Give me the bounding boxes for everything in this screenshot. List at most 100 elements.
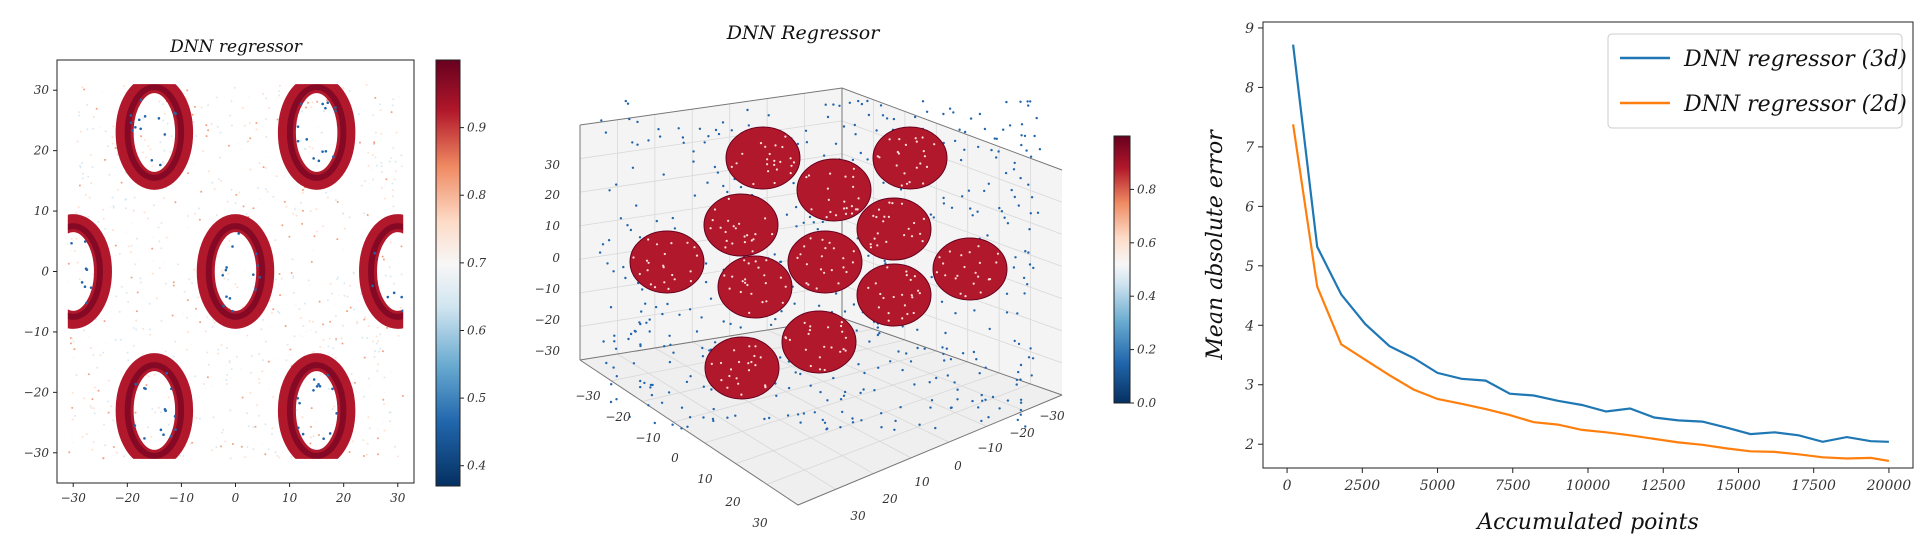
disk-speckle — [809, 325, 812, 328]
disk-speckle — [724, 230, 727, 234]
background-point — [127, 245, 130, 248]
background-point — [377, 363, 380, 366]
background-point — [375, 342, 378, 345]
scatter-point — [1023, 134, 1027, 138]
background-point — [117, 162, 120, 165]
scatter-point — [942, 202, 946, 205]
background-point — [244, 269, 247, 272]
background-point — [329, 320, 332, 323]
background-point — [258, 414, 260, 417]
disk-speckle — [915, 166, 918, 169]
scatter-point — [695, 330, 699, 333]
inner-point — [134, 382, 138, 386]
background-point — [333, 405, 336, 408]
scatter-point — [1024, 250, 1027, 253]
background-point — [112, 206, 115, 209]
background-point — [384, 274, 387, 277]
scatter-point — [842, 394, 846, 397]
colorbar-tick-label: 0.7 — [467, 256, 486, 270]
background-point — [154, 411, 156, 414]
background-point — [206, 351, 209, 354]
disk-speckle — [876, 232, 879, 235]
disk-speckle — [917, 289, 920, 292]
background-point — [292, 275, 295, 277]
background-point — [318, 434, 320, 436]
background-point — [93, 386, 96, 389]
disk-speckle — [720, 379, 723, 382]
scatter-point — [649, 386, 652, 389]
background-point — [265, 97, 268, 100]
x-tick-label: 20000 — [1866, 478, 1912, 494]
background-point — [391, 104, 394, 107]
background-point — [308, 320, 311, 323]
disk-speckle — [670, 242, 673, 245]
background-point — [274, 451, 277, 454]
inner-point — [298, 401, 301, 405]
inner-point — [62, 260, 65, 263]
disk-speckle — [649, 283, 653, 286]
background-point — [152, 204, 155, 207]
background-point — [70, 337, 73, 340]
scatter-point — [950, 206, 954, 209]
disk-speckle — [647, 238, 650, 241]
background-point — [242, 205, 245, 208]
disk-speckle — [914, 137, 917, 140]
series-line-2d — [1292, 124, 1890, 462]
background-point — [261, 370, 264, 373]
disk-speckle — [919, 232, 922, 235]
background-point — [72, 340, 75, 343]
scatter-point — [843, 390, 847, 394]
background-point — [269, 299, 272, 302]
scatter-point — [640, 310, 643, 313]
disk-speckle — [903, 234, 906, 237]
inner-point — [296, 139, 300, 143]
background-point — [118, 253, 121, 255]
background-point — [142, 117, 145, 120]
inner-point — [70, 241, 73, 245]
scatter-point — [605, 361, 608, 365]
scatter-point — [905, 352, 908, 355]
background-point — [213, 188, 216, 191]
disk-speckle — [789, 157, 792, 160]
disk-speckle — [734, 227, 737, 230]
background-point — [191, 113, 194, 116]
background-point — [335, 339, 338, 342]
disk — [703, 193, 779, 257]
x-tick-label: 7500 — [1495, 478, 1531, 494]
ring — [115, 353, 194, 459]
background-point — [310, 106, 313, 109]
background-point — [146, 217, 149, 220]
background-point — [187, 331, 190, 334]
disk-speckle — [810, 208, 813, 211]
background-point — [322, 323, 325, 326]
background-point — [69, 249, 72, 252]
inner-point — [225, 295, 228, 298]
scatter-point — [671, 216, 674, 220]
background-point — [376, 369, 379, 372]
background-point — [106, 400, 109, 403]
scatter-point — [986, 234, 989, 237]
background-point — [301, 110, 304, 113]
background-point — [94, 318, 97, 321]
background-point — [307, 279, 310, 282]
background-point — [92, 353, 95, 356]
background-point — [104, 444, 107, 447]
scatter-point — [899, 406, 902, 409]
background-point — [163, 197, 166, 199]
disk — [725, 126, 801, 190]
background-point — [183, 290, 186, 293]
background-point — [221, 269, 224, 272]
background-point — [366, 214, 369, 216]
background-point — [293, 335, 296, 338]
background-point — [391, 182, 394, 185]
background-point — [371, 154, 374, 157]
scatter-point — [643, 381, 646, 385]
scatter-point — [712, 407, 715, 411]
background-point — [373, 141, 376, 144]
scatter-point — [681, 136, 685, 139]
scatter-point — [956, 388, 959, 391]
scatter-point — [973, 309, 976, 312]
background-point — [271, 311, 273, 314]
inner-point — [150, 158, 154, 162]
inner-point — [324, 106, 327, 110]
